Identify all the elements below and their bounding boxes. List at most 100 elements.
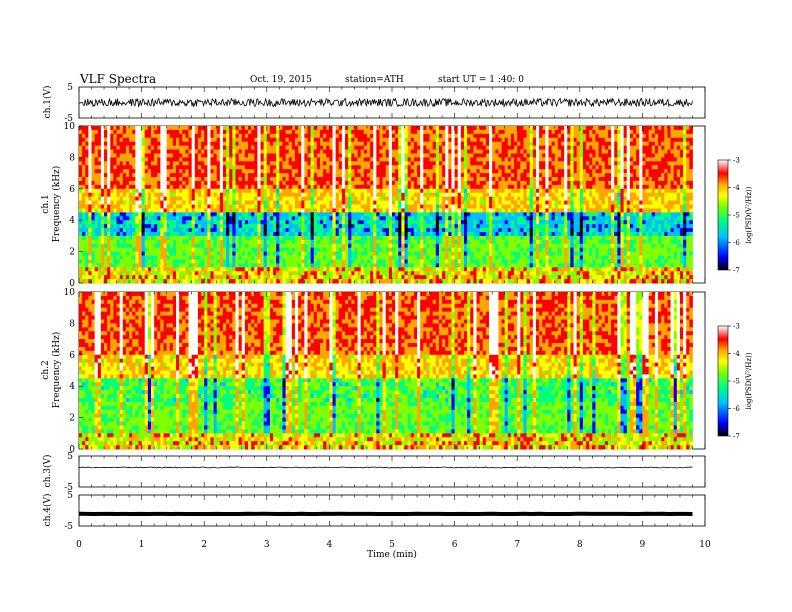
spectrogram-cell <box>157 235 161 241</box>
spectrogram-cell <box>332 267 337 272</box>
spectrogram-cell <box>463 137 468 143</box>
spectrogram-cell <box>304 251 308 256</box>
spectrogram-cell <box>457 126 462 131</box>
spectrogram-cell <box>144 255 149 260</box>
spectrogram-cell <box>97 153 102 158</box>
spectrogram-cell <box>226 188 230 194</box>
spectrogram-cell <box>407 149 412 154</box>
spectrogram-cell <box>138 275 142 280</box>
spectrogram-cell <box>110 239 114 245</box>
spectrogram-cell <box>360 184 365 190</box>
spectrogram-cell <box>132 208 136 213</box>
spectrogram-cell <box>266 208 271 213</box>
spectrogram-cell <box>454 188 459 194</box>
spectrogram-cell <box>125 271 130 276</box>
spectrogram-cell <box>141 251 146 256</box>
spectrogram-cell <box>235 149 240 154</box>
spectrogram-cell <box>147 239 152 245</box>
spectrogram-cell <box>257 126 261 131</box>
spectrogram-cell <box>354 243 358 249</box>
spectrogram-cell <box>313 239 318 245</box>
spectrogram-cell <box>207 141 211 147</box>
spectrogram-cell <box>338 228 343 233</box>
spectrogram-cell <box>420 157 424 162</box>
spectrogram-cell <box>310 149 315 154</box>
spectrogram-cell <box>442 216 446 221</box>
spectrogram-cell <box>310 231 315 237</box>
spectrogram-cell <box>348 173 352 178</box>
spectrogram-cell <box>435 177 440 182</box>
spectrogram-cell <box>172 173 177 178</box>
spectrogram-cell <box>251 149 255 154</box>
spectrogram-cell <box>185 247 189 253</box>
spectrogram-cell <box>82 129 86 135</box>
spectrogram-cell <box>388 157 393 162</box>
spectrogram-cell <box>85 177 89 182</box>
spectrogram-cell <box>460 184 465 190</box>
spectrogram-cell <box>201 126 205 131</box>
spectrogram-cell <box>147 228 152 233</box>
spectrogram-cell <box>147 220 152 225</box>
spectrogram-cell <box>122 126 127 131</box>
spectrogram-cell <box>135 137 139 143</box>
spectrogram-cell <box>370 157 374 162</box>
spectrogram-cell <box>357 228 362 233</box>
spectrogram-cell <box>417 259 421 264</box>
spectrogram-cell <box>82 275 86 280</box>
spectrogram-cell <box>388 255 393 260</box>
spectrogram-cell <box>273 157 277 162</box>
spectrogram-cell <box>232 224 236 229</box>
spectrogram-cell <box>132 173 136 178</box>
spectrogram-cell <box>445 184 449 190</box>
spectrogram-cell <box>288 137 293 143</box>
spectrogram-cell <box>382 220 387 225</box>
spectrogram-cell <box>251 188 255 194</box>
spectrogram-cell <box>279 212 283 217</box>
spectrogram-cell <box>104 255 108 260</box>
spectrogram-cell <box>463 184 468 190</box>
spectrogram-cell <box>320 161 324 166</box>
spectrogram-cell <box>163 259 168 264</box>
spectrogram-cell <box>438 200 443 205</box>
spectrogram-cell <box>373 263 377 268</box>
spectrogram-cell <box>338 267 343 272</box>
spectrogram-cell <box>354 133 358 139</box>
spectrogram-cell <box>354 220 358 225</box>
spectrogram-cell <box>197 212 202 217</box>
spectrogram-cell <box>207 267 211 272</box>
spectrogram-cell <box>448 271 452 276</box>
spectrogram-cell <box>138 279 142 284</box>
spectrogram-cell <box>298 275 302 280</box>
spectrogram-cell <box>185 259 189 264</box>
spectrogram-cell <box>229 149 233 154</box>
spectrogram-cell <box>435 247 440 253</box>
spectrogram-cell <box>432 263 437 268</box>
spectrogram-cell <box>298 220 302 225</box>
spectrogram-cell <box>285 279 290 284</box>
spectrogram-cell <box>160 200 164 205</box>
spectrogram-cell <box>201 279 205 284</box>
spectrogram-cell <box>323 259 327 264</box>
spectrogram-cell <box>219 157 224 162</box>
spectrogram-cell <box>457 184 462 190</box>
spectrogram-cell <box>323 153 327 158</box>
spectrogram-cell <box>351 188 355 194</box>
spectrogram-cell <box>248 145 252 150</box>
spectrogram-cell <box>395 267 399 272</box>
spectrogram-cell <box>241 251 246 256</box>
spectrogram-cell <box>294 243 299 249</box>
spectrogram-cell <box>279 137 283 143</box>
spectrogram-cell <box>216 259 221 264</box>
spectrogram-cell <box>388 196 393 201</box>
spectrogram-cell <box>454 153 459 158</box>
spectrogram-cell <box>338 255 343 260</box>
spectrogram-cell <box>345 180 349 186</box>
spectrogram-cell <box>363 220 368 225</box>
spectrogram-cell <box>238 231 243 237</box>
spectrogram-cell <box>191 184 196 190</box>
spectrogram-cell <box>326 231 330 237</box>
spectrogram-cell <box>298 192 302 198</box>
spectrogram-cell <box>185 153 189 158</box>
spectrogram-cell <box>329 153 333 158</box>
spectrogram-cell <box>429 133 434 139</box>
